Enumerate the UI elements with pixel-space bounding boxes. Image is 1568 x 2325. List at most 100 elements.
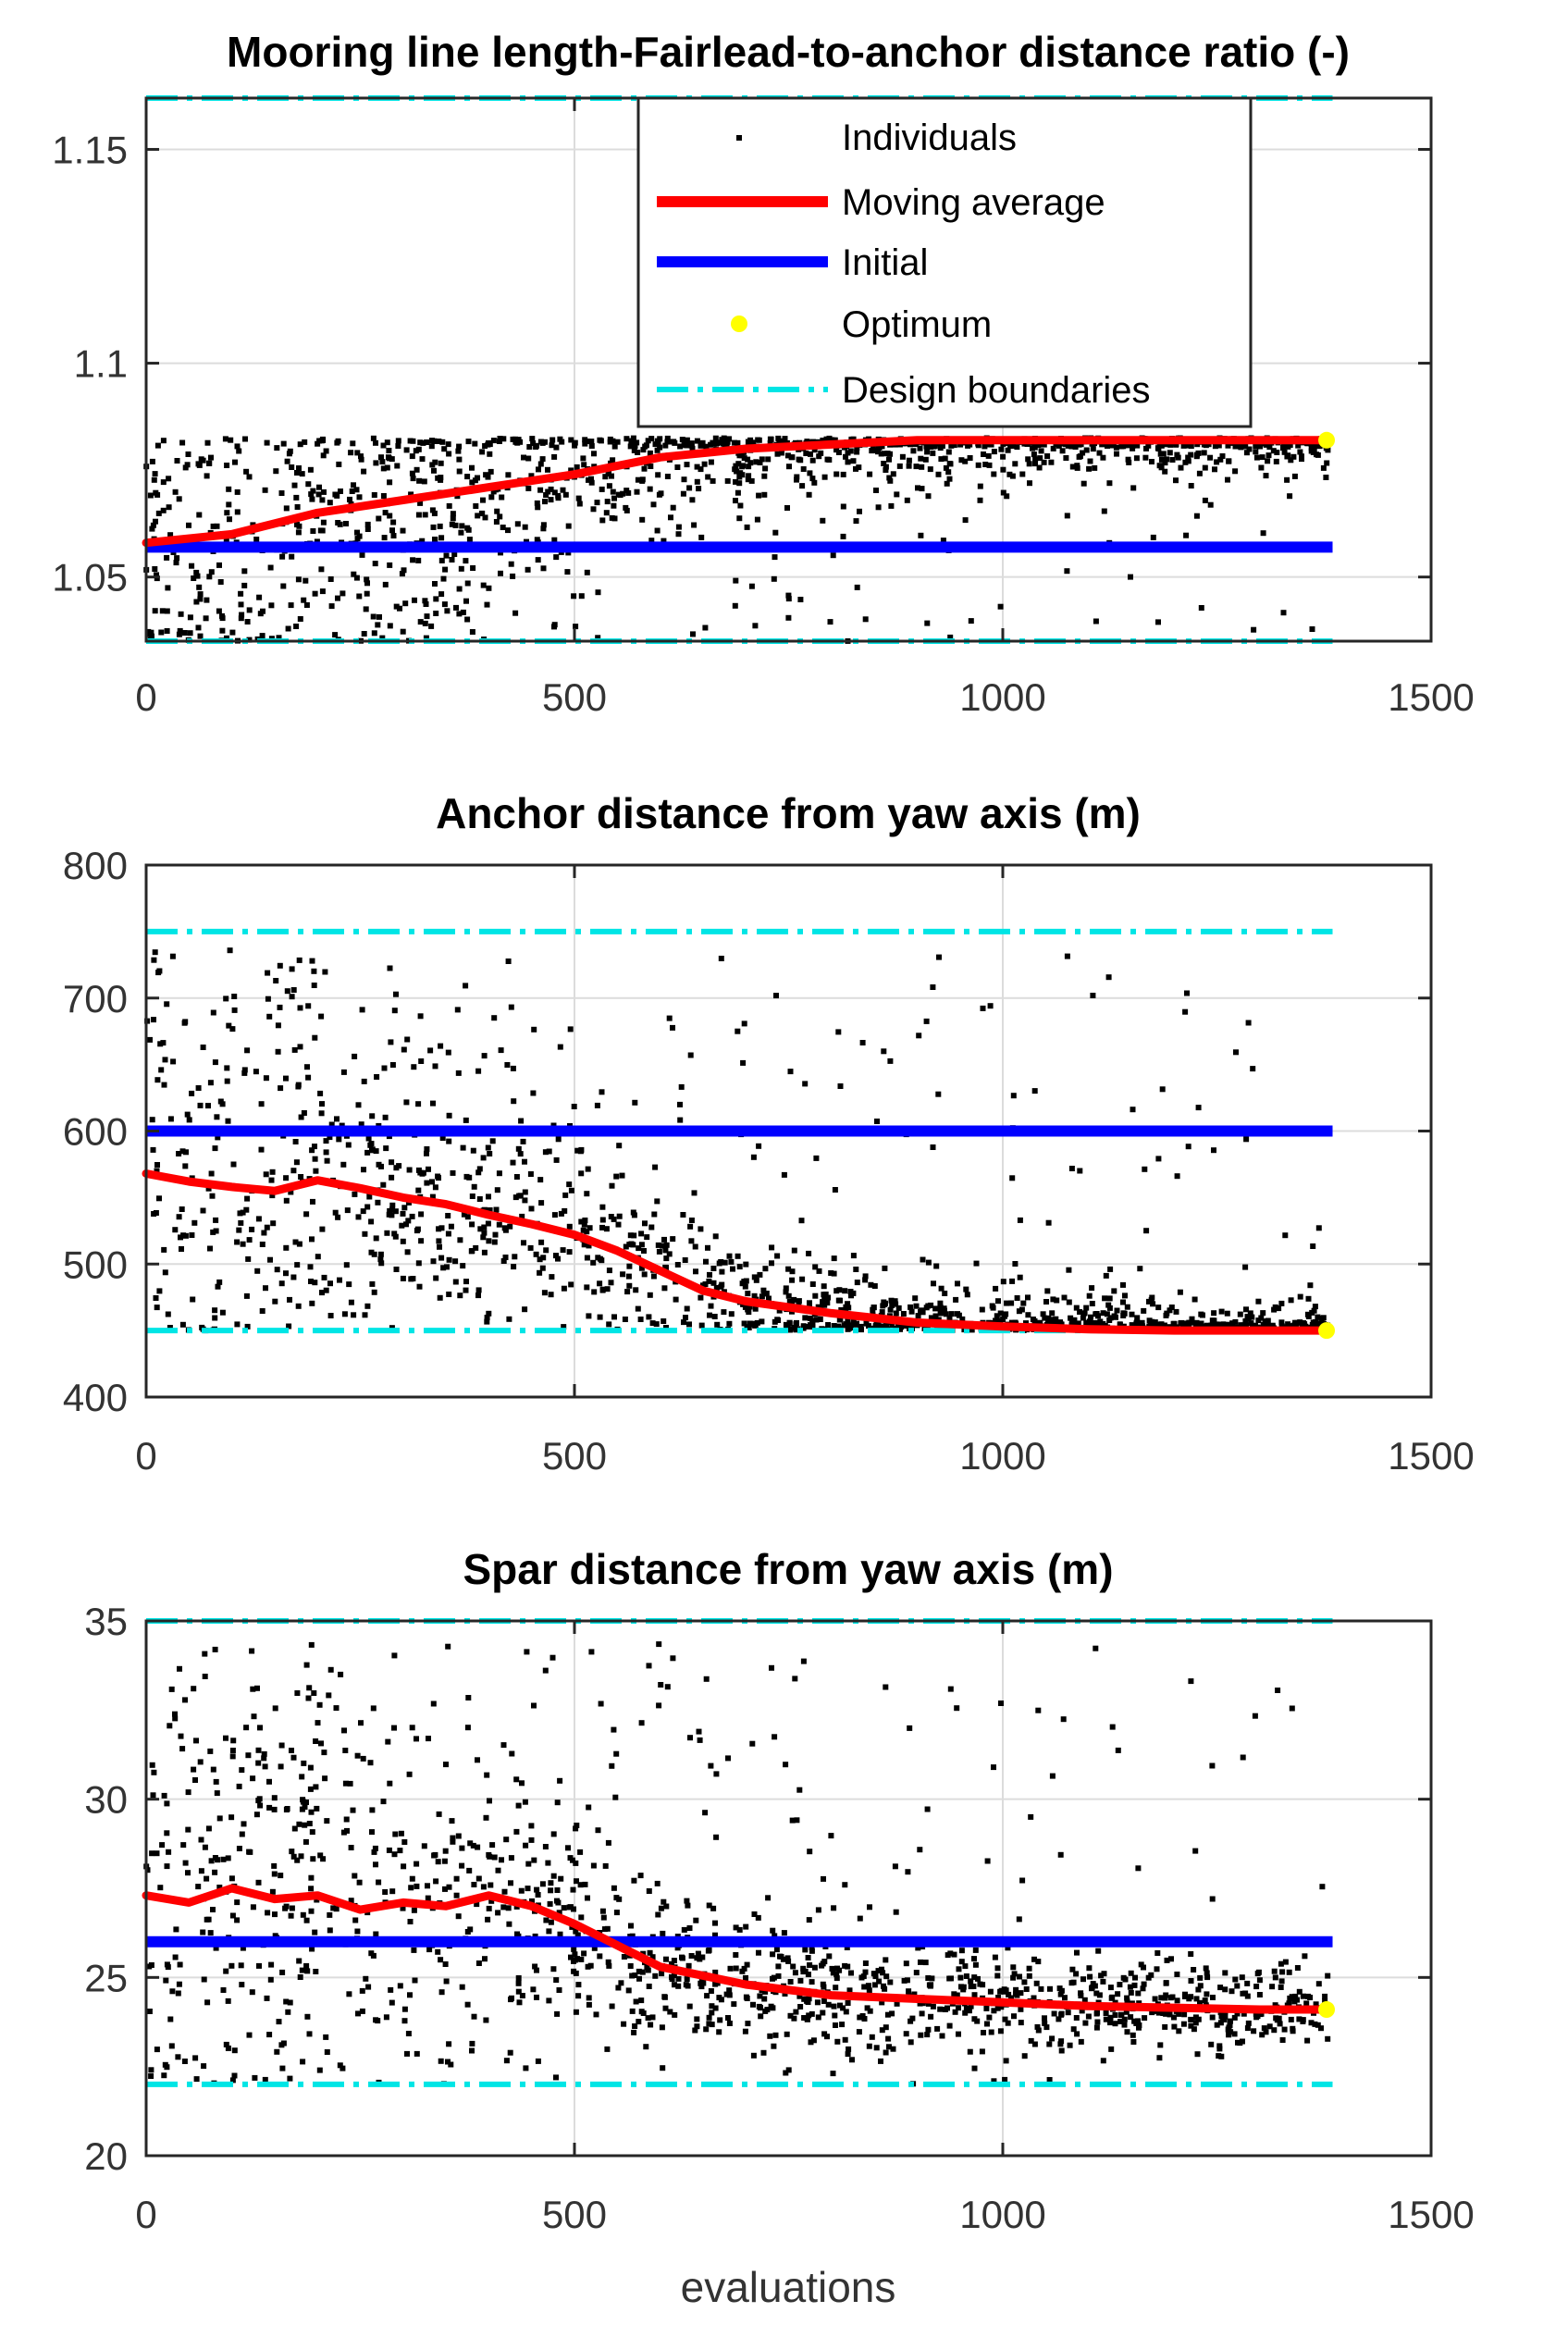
individual-point — [848, 1970, 854, 1976]
individual-point — [292, 1139, 299, 1144]
individual-point — [319, 497, 326, 503]
individual-point — [988, 2029, 994, 2035]
individual-point — [162, 1057, 168, 1063]
individual-point — [159, 608, 166, 614]
individual-point — [717, 2017, 723, 2023]
individual-point — [1217, 1985, 1224, 1991]
individual-point — [967, 2048, 973, 2055]
individual-point — [1080, 450, 1086, 456]
individual-point — [1128, 1989, 1134, 1996]
individual-point — [750, 2001, 756, 2008]
individual-point — [753, 1277, 759, 1283]
individual-point — [807, 1962, 813, 1968]
individual-point — [239, 612, 245, 618]
individual-point — [832, 2012, 838, 2019]
individual-point — [1093, 618, 1099, 625]
individual-point — [255, 1798, 262, 1804]
individual-point — [225, 1118, 231, 1124]
individual-point — [1017, 1274, 1023, 1280]
individual-point — [510, 1065, 516, 1071]
individual-point — [411, 1947, 417, 1953]
individual-point — [309, 1147, 315, 1154]
individual-point — [908, 1308, 915, 1315]
individual-point — [774, 451, 781, 457]
individual-point — [364, 580, 370, 587]
individual-point — [933, 1263, 940, 1269]
individual-point — [1100, 1310, 1106, 1317]
individual-point — [962, 517, 969, 524]
individual-point — [907, 2039, 914, 2046]
individual-point — [982, 443, 988, 450]
individual-point — [930, 2003, 936, 2010]
individual-point — [389, 1888, 396, 1895]
individual-point — [857, 2014, 863, 2021]
individual-point — [901, 1977, 907, 1984]
individual-point — [842, 1962, 848, 1969]
individual-point — [1300, 1993, 1306, 1999]
individual-point — [958, 1959, 965, 1965]
individual-point — [791, 1247, 797, 1254]
individual-point — [843, 2009, 849, 2015]
individual-point — [364, 1204, 371, 1210]
individual-point — [760, 2049, 767, 2056]
individual-point — [522, 524, 528, 530]
individual-point — [664, 1684, 671, 1690]
individual-point — [216, 1885, 223, 1890]
individual-point — [433, 611, 439, 616]
individual-point — [431, 510, 438, 516]
individual-point — [354, 529, 360, 536]
chart-title: Anchor distance from yaw axis (m) — [436, 789, 1141, 837]
individual-point — [390, 519, 397, 526]
individual-point — [205, 1185, 212, 1192]
individual-point — [1109, 1994, 1116, 2000]
individual-point — [1062, 1995, 1068, 2001]
individual-point — [523, 2065, 529, 2071]
individual-point — [858, 1325, 864, 1331]
individual-point — [296, 1821, 302, 1827]
individual-point — [1017, 1973, 1022, 1980]
individual-point — [414, 2050, 420, 2057]
individual-point — [412, 597, 417, 603]
individual-point — [210, 1907, 216, 1912]
individual-point — [361, 1167, 366, 1173]
individual-point — [1271, 1968, 1278, 1974]
individual-point — [535, 557, 541, 563]
individual-point — [167, 1325, 173, 1330]
individual-point — [326, 1692, 332, 1699]
individual-point — [290, 1274, 297, 1280]
individual-point — [718, 439, 724, 446]
individual-point — [343, 1816, 350, 1823]
individual-point — [368, 1950, 375, 1957]
individual-point — [234, 443, 241, 450]
individual-point — [545, 488, 551, 495]
individual-point — [537, 1269, 543, 1276]
individual-point — [1111, 1288, 1117, 1294]
individual-point — [1325, 2035, 1331, 2042]
individual-point — [789, 1817, 796, 1824]
individual-point — [1073, 1305, 1080, 1311]
individual-point — [1216, 2046, 1223, 2052]
individual-point — [1041, 441, 1047, 448]
individual-point — [213, 1945, 219, 1951]
individual-point — [648, 436, 655, 442]
individual-point — [251, 1713, 257, 1720]
individual-point — [475, 1844, 481, 1850]
individual-point — [538, 1239, 545, 1245]
individual-point — [837, 1083, 844, 1089]
individual-point — [1036, 464, 1043, 471]
individual-point — [1111, 1313, 1117, 1319]
individual-point — [1211, 1310, 1217, 1317]
individual-point — [1131, 441, 1138, 448]
individual-point — [423, 635, 429, 641]
individual-point — [484, 601, 490, 608]
individual-point — [214, 523, 220, 529]
individual-point — [250, 1686, 256, 1692]
individual-point — [1074, 2031, 1080, 2037]
individual-point — [358, 1121, 364, 1128]
individual-point — [581, 1950, 587, 1957]
individual-point — [632, 443, 638, 450]
individual-point — [951, 1951, 957, 1958]
individual-point — [554, 1799, 561, 1806]
individual-point — [856, 2029, 862, 2035]
individual-point — [154, 1162, 160, 1168]
